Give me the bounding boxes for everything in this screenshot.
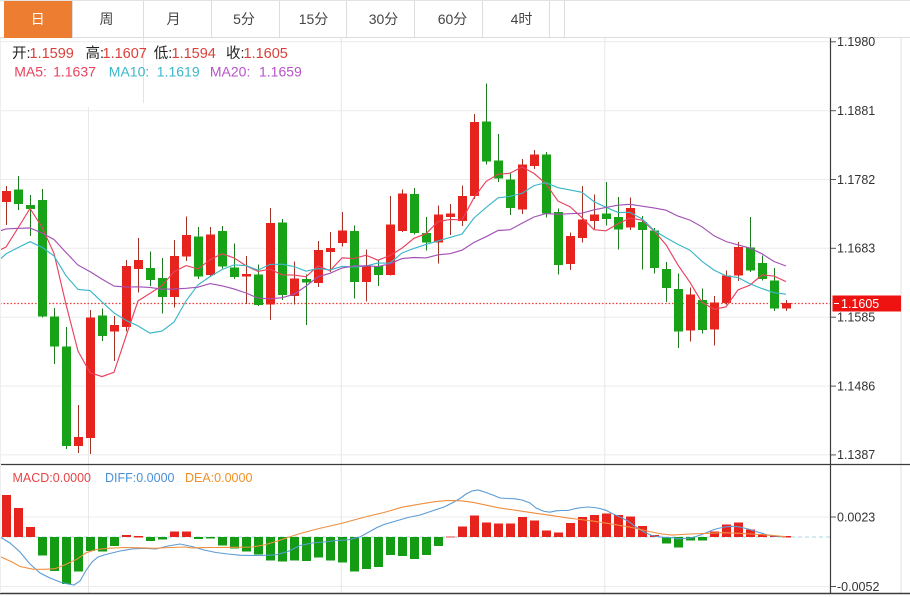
svg-text:1.1980: 1.1980 xyxy=(837,35,875,49)
svg-text:-0.0052: -0.0052 xyxy=(837,580,879,594)
svg-text:1.1486: 1.1486 xyxy=(837,379,875,393)
svg-text:1.1387: 1.1387 xyxy=(837,448,875,462)
svg-text:1.1881: 1.1881 xyxy=(837,104,875,118)
svg-text:1.1605: 1.1605 xyxy=(841,297,879,311)
svg-text:1.1782: 1.1782 xyxy=(837,173,875,187)
svg-text:1.1683: 1.1683 xyxy=(837,242,875,256)
svg-text:0.0023: 0.0023 xyxy=(837,510,875,524)
svg-text:1.1585: 1.1585 xyxy=(837,311,875,325)
